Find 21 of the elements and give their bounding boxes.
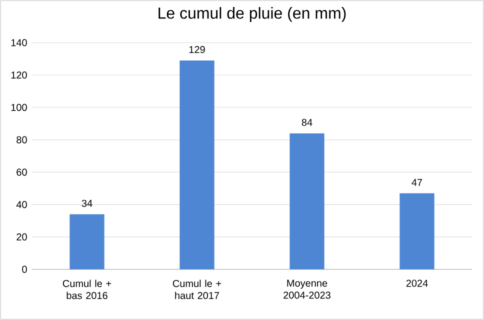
data-label: 47: [412, 178, 422, 186]
x-tick-label: 2024: [406, 280, 428, 287]
chart-title: Le cumul de pluie (en mm): [158, 7, 346, 22]
y-tick-label: 0: [22, 266, 27, 273]
bar: [290, 133, 324, 270]
y-tick-label: 40: [16, 201, 27, 208]
x-tick-label: Moyenne 2004-2023: [284, 280, 330, 299]
y-tick-label: 80: [16, 136, 27, 144]
bar: [70, 214, 104, 270]
x-tick-label: Cumul le + haut 2017: [172, 280, 222, 300]
x-tick-label: Cumul le + bas 2016: [62, 280, 112, 300]
data-label: 129: [189, 46, 205, 54]
bar: [400, 193, 434, 270]
y-tick-label: 60: [16, 168, 27, 176]
data-label: 34: [82, 200, 92, 207]
data-label: 84: [302, 118, 312, 126]
bar: [180, 60, 214, 270]
y-tick-label: 120: [11, 71, 27, 79]
y-tick-label: 140: [11, 39, 27, 46]
y-tick-label: 100: [11, 104, 27, 111]
y-tick-label: 20: [16, 233, 27, 240]
